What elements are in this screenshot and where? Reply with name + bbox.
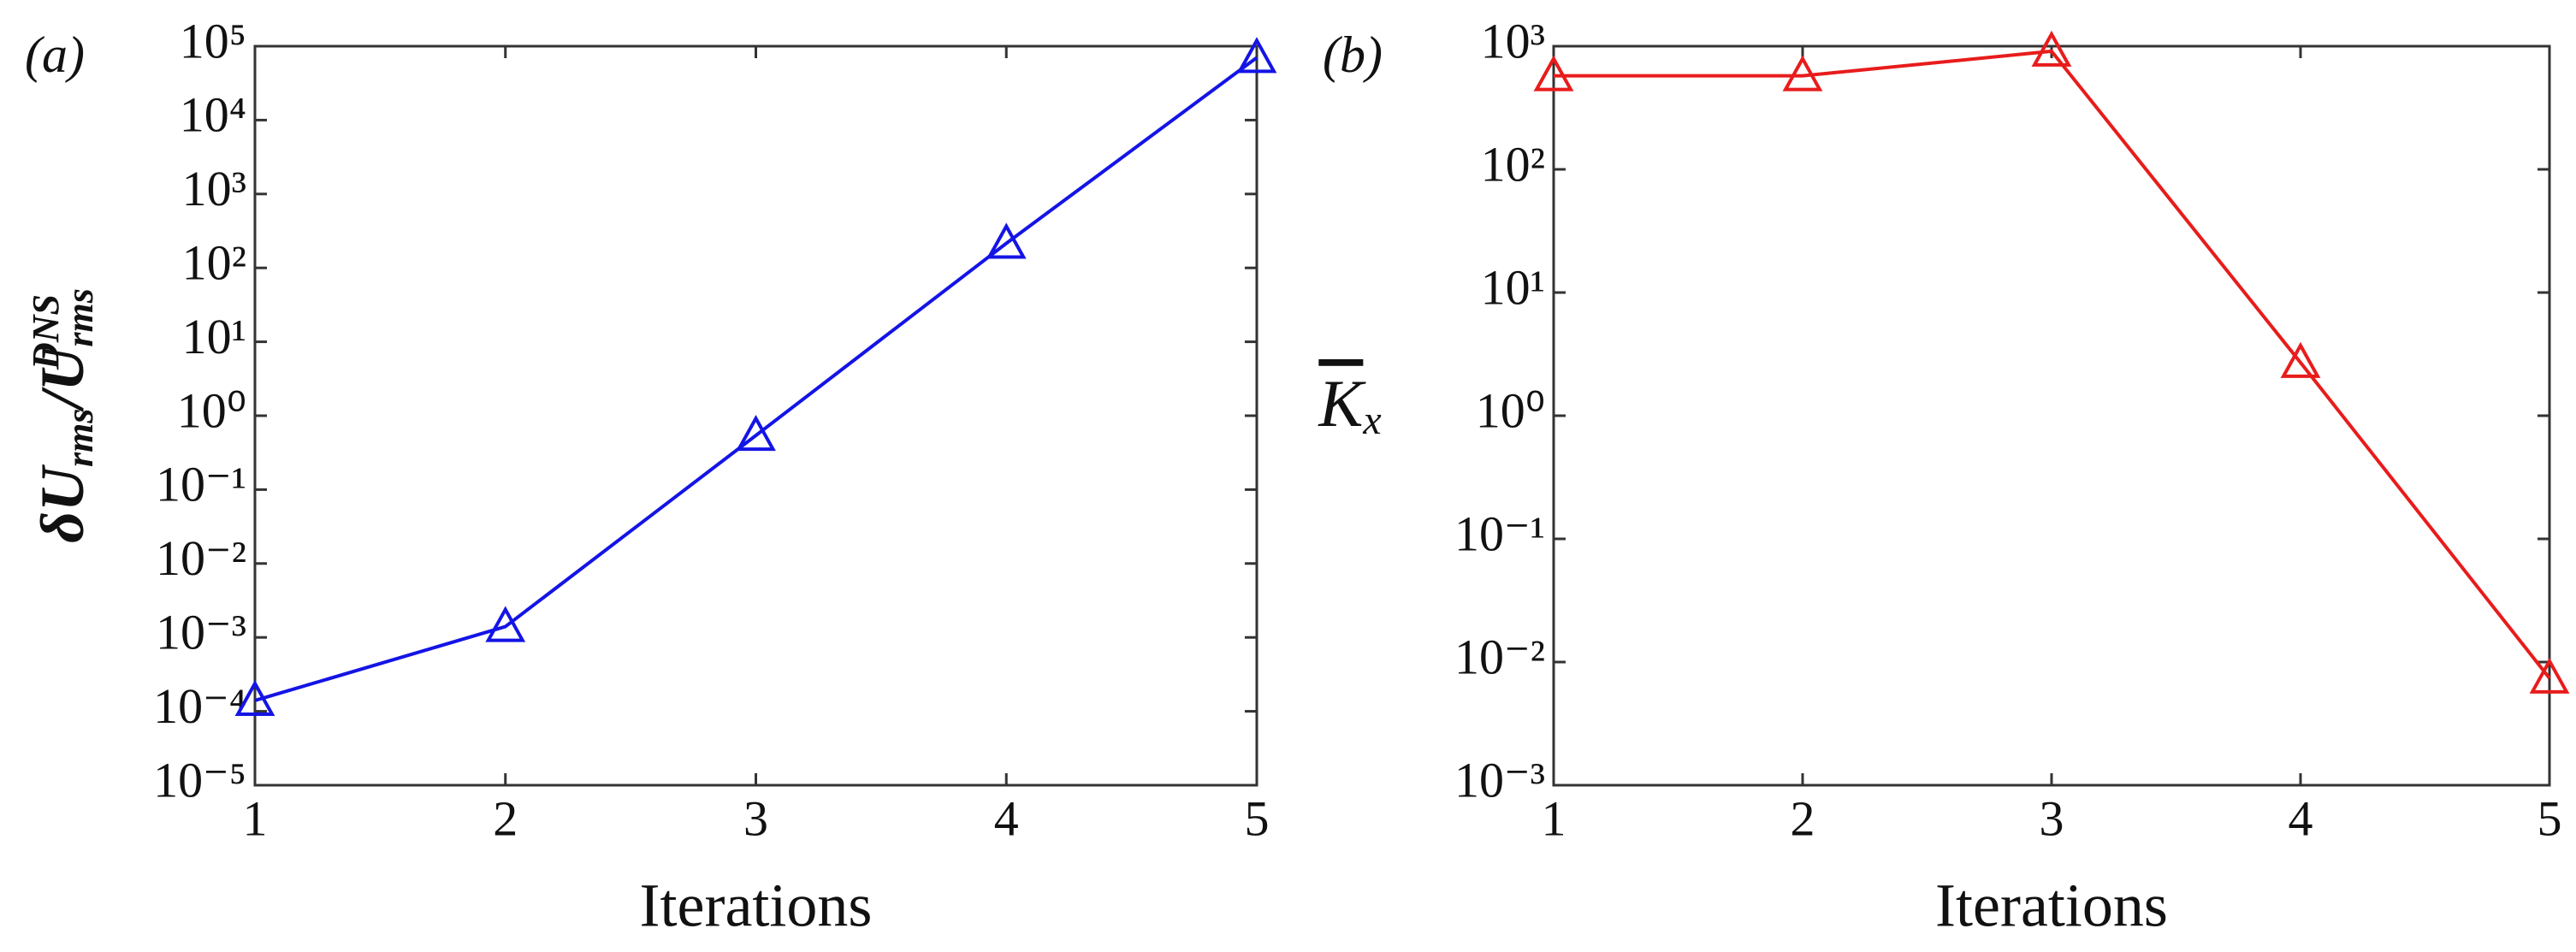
y-axis-title-part: δU [28, 464, 97, 543]
marker [485, 606, 526, 642]
y-tick-label: 10⁻² [156, 530, 246, 586]
marker [2031, 30, 2072, 67]
y-tick-label: 10⁵ [180, 13, 246, 68]
y-axis-title-part: K [1318, 366, 1366, 441]
x-tick-label: 1 [1542, 790, 1566, 846]
y-tick-label: 10⁻⁵ [153, 752, 246, 807]
y-axis-title: Kx [1318, 366, 1381, 443]
x-tick-label: 3 [2040, 790, 2064, 846]
y-tick-label: 10¹ [1481, 259, 1545, 315]
y-axis-title-part: rms [59, 409, 101, 467]
plot-frame [1552, 44, 2551, 787]
x-axis-title: Iterations [1935, 872, 2168, 940]
y-axis-title-part: x [1362, 398, 1381, 443]
x-tick-label: 3 [743, 790, 768, 846]
marker [986, 222, 1027, 259]
series-line [1554, 49, 2551, 680]
y-tick-label: 10⁻² [1454, 629, 1545, 684]
y-axis-title-part: rms [59, 288, 101, 346]
marker [1533, 55, 1574, 92]
y-axis-title: δUrms/UrmsDNS [25, 288, 101, 543]
y-tick-label: 10² [1481, 136, 1545, 192]
y-tick-label: 10² [182, 235, 246, 291]
x-tick-label: 5 [2538, 790, 2562, 846]
y-axis-title-part: DNS [25, 294, 67, 370]
y-tick-label: 10³ [182, 161, 246, 216]
y-tick-label: 10⁻⁴ [153, 678, 246, 734]
y-tick-label: 10³ [1481, 13, 1545, 68]
series-line [254, 56, 1258, 702]
marker [1236, 37, 1277, 74]
panel-label: (a) [25, 27, 85, 83]
panel: 10⁻⁵ 10⁻⁴ 10⁻³ 10⁻² 10⁻¹ 10⁰ 10¹ 10² 10³ 10⁴ 10⁵ 1 2… [25, 13, 1277, 940]
y-tick-label: 10¹ [182, 309, 246, 364]
panel: 10⁻³ 10⁻² 10⁻¹ 10⁰ 10¹ 10² 10³ 1 2 3 4 5 (b) Iteratio… [1318, 13, 2570, 940]
y-tick-label: 10⁻³ [156, 605, 246, 660]
marker [234, 679, 275, 716]
y-tick-label: 10⁰ [1476, 382, 1545, 438]
y-tick-label: 10⁻¹ [156, 457, 246, 512]
x-tick-label: 4 [994, 790, 1019, 846]
marker [2529, 657, 2570, 694]
marker [736, 415, 776, 452]
x-tick-label: 1 [243, 790, 268, 846]
y-axis-title-part: /U [28, 344, 97, 413]
y-tick-label: 10⁴ [180, 87, 246, 143]
panel-label: (b) [1323, 27, 1383, 83]
x-axis-title: Iterations [640, 872, 873, 940]
y-tick-label: 10⁻³ [1454, 752, 1545, 807]
x-tick-label: 5 [1245, 790, 1270, 846]
marker [1782, 55, 1823, 92]
x-tick-label: 2 [493, 790, 518, 846]
y-tick-label: 10⁻¹ [1454, 506, 1545, 561]
plot-frame [253, 44, 1258, 787]
x-tick-label: 2 [1791, 790, 1815, 846]
marker [2280, 341, 2321, 378]
x-tick-label: 4 [2289, 790, 2313, 846]
y-tick-label: 10⁰ [177, 382, 246, 438]
